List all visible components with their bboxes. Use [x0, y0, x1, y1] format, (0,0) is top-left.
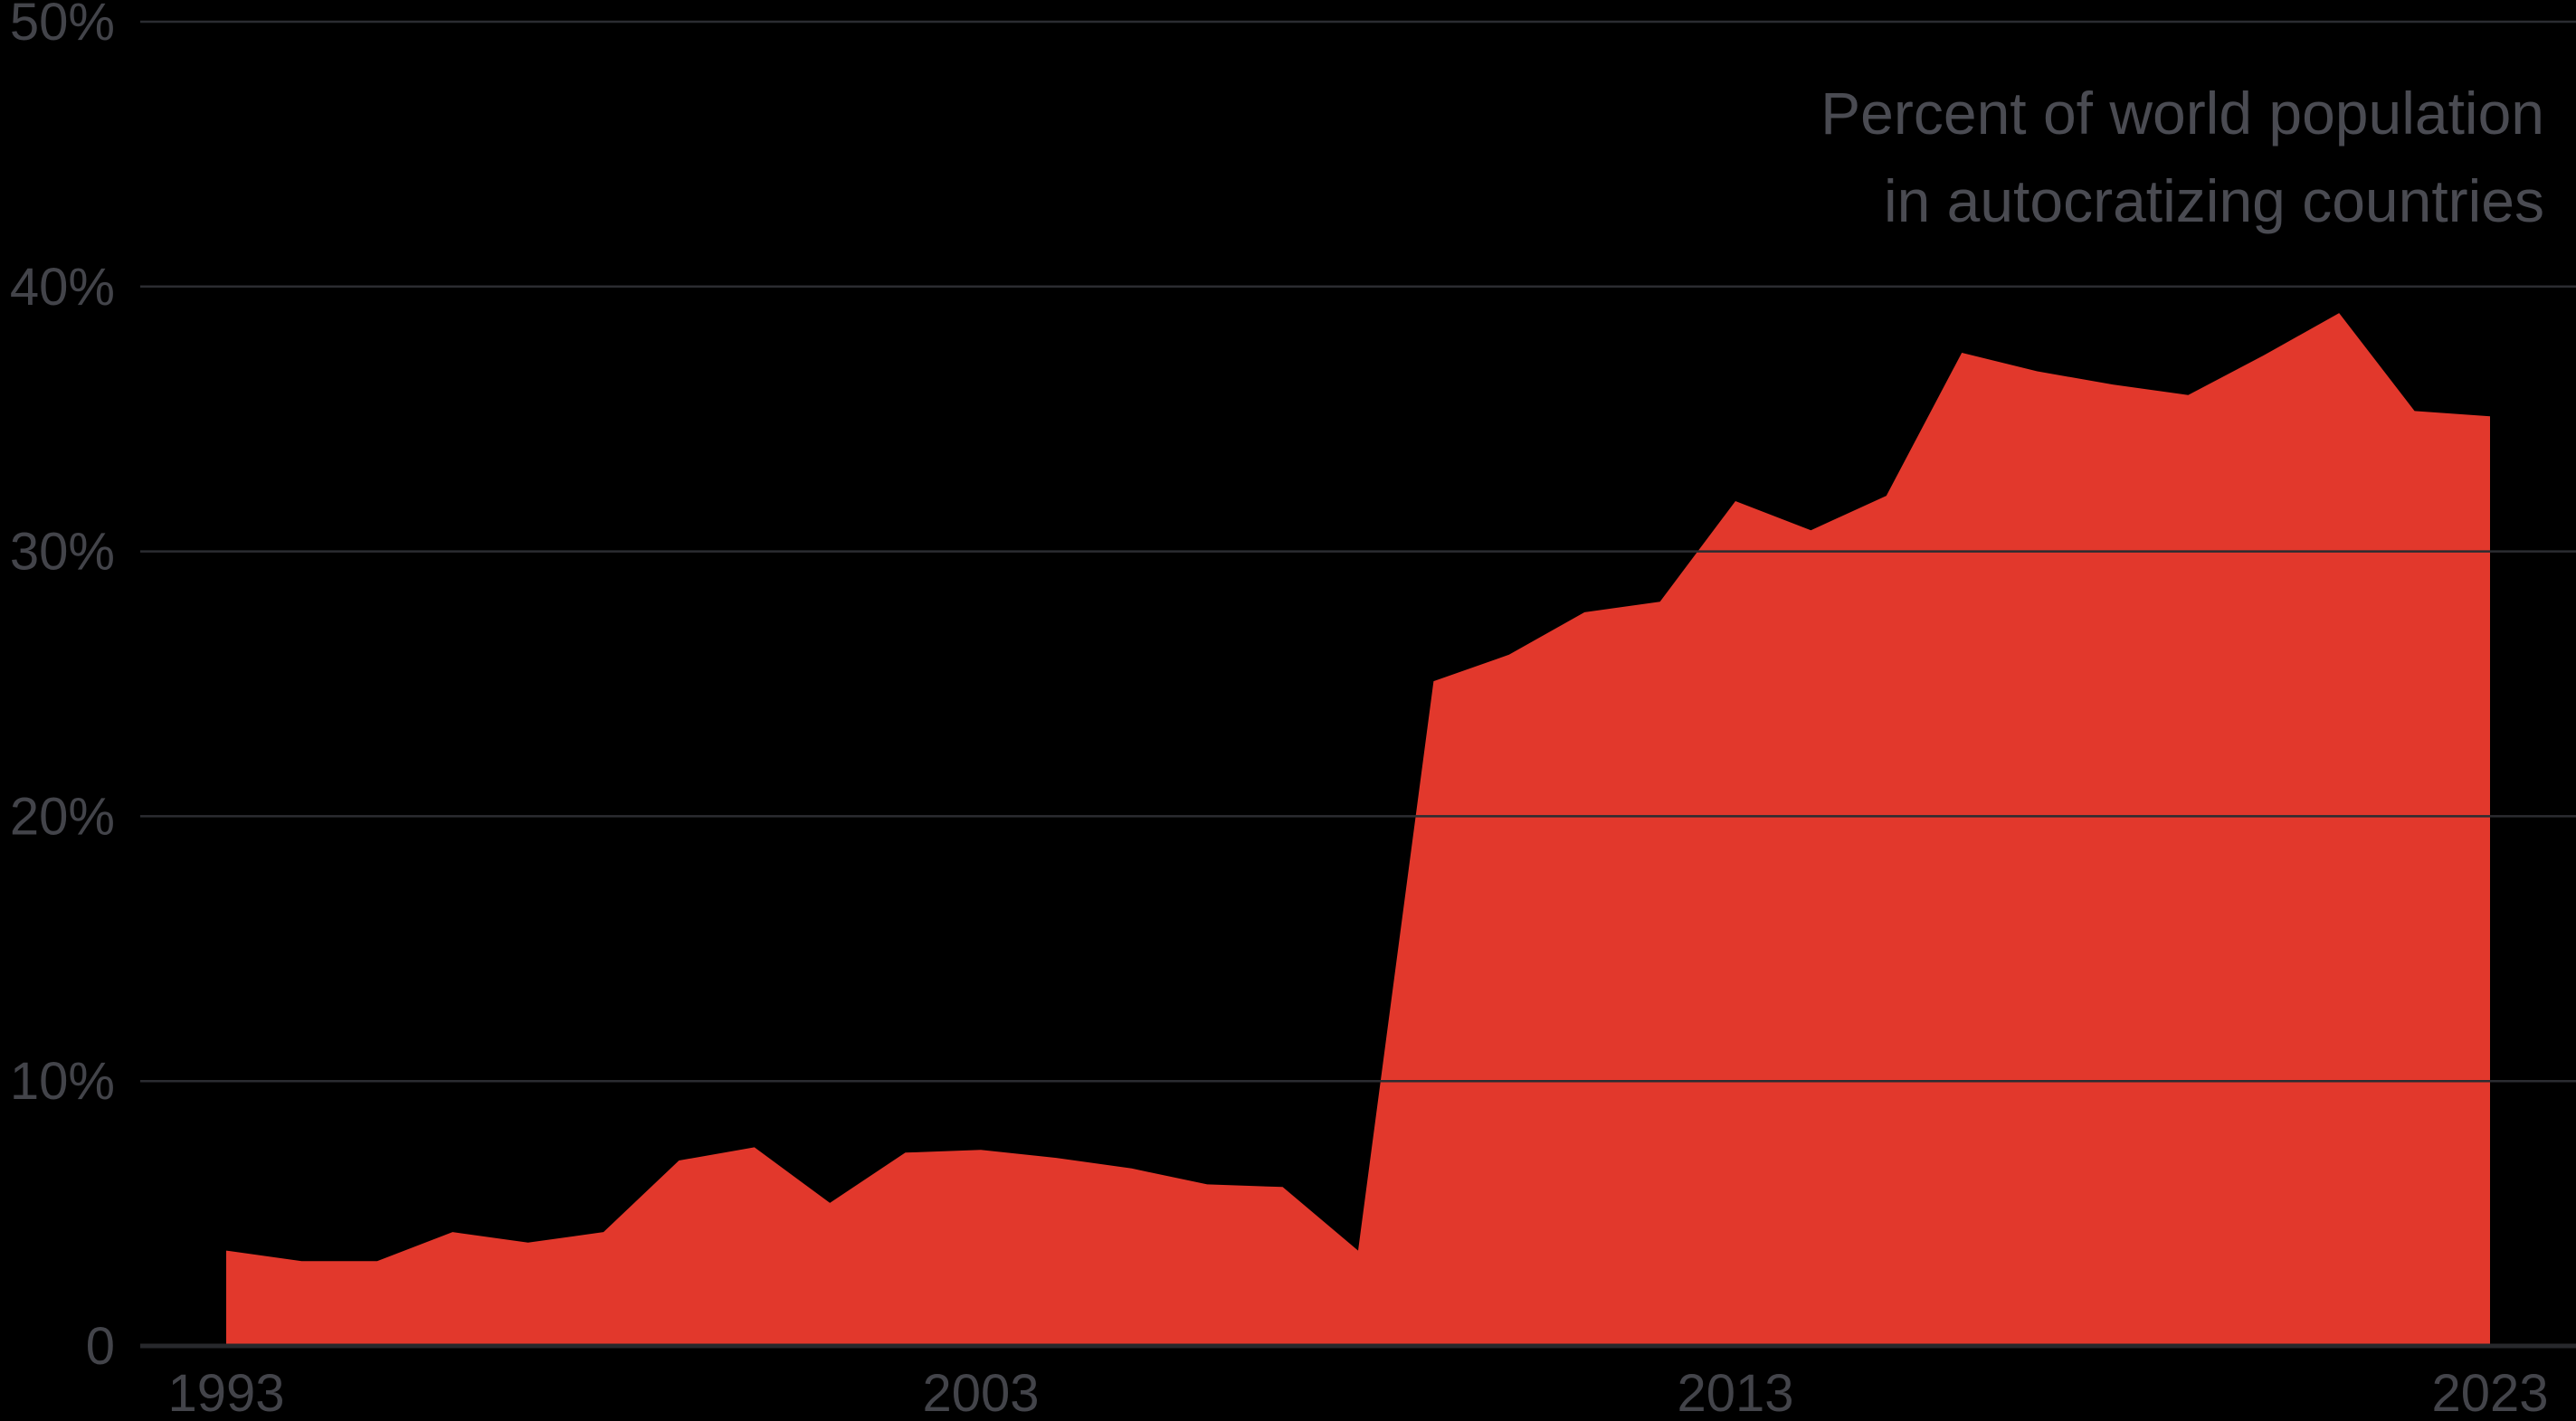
x-axis-labels-group: 1993 2003 2013 2023: [167, 1364, 2548, 1421]
x-tick-label-2013: 2013: [1677, 1364, 1793, 1421]
y-tick-label-40%: 40%: [10, 258, 115, 317]
x-tick-label-1993: 1993: [167, 1364, 284, 1421]
chart-title-line-2: in autocratizing countries: [1884, 167, 2544, 234]
y-tick-label-10%: 10%: [10, 1052, 115, 1111]
y-tick-label-0: 0: [86, 1317, 115, 1376]
gridlines-group: [140, 20, 2576, 1349]
chart-title-line-1: Percent of world population: [1820, 80, 2544, 147]
x-tick-label-2003: 2003: [922, 1364, 1039, 1421]
area-series: [226, 313, 2490, 1347]
y-tick-label-50%: 50%: [10, 0, 115, 52]
y-axis-labels-group: 0 10% 20% 30% 40% 50%: [10, 0, 115, 1376]
y-tick-label-20%: 20%: [10, 787, 115, 846]
chart-title: Percent of world population in autocrati…: [1820, 80, 2544, 234]
y-tick-label-30%: 30%: [10, 523, 115, 582]
x-tick-label-2023: 2023: [2431, 1364, 2548, 1421]
area-series-group: [226, 313, 2490, 1347]
